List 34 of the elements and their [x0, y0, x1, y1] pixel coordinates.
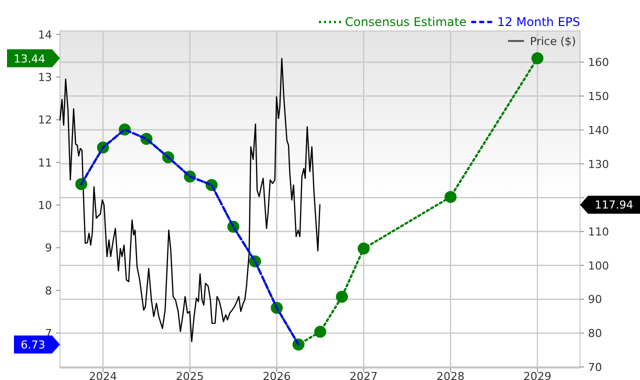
legend-label: Consensus Estimate: [345, 15, 466, 29]
point: [314, 326, 326, 338]
point: [336, 290, 348, 303]
x-tick-label: 2029: [523, 370, 552, 380]
y2-tick-label: 130: [588, 158, 609, 171]
y2-tick-label: 110: [588, 226, 609, 239]
legend-label: 12 Month EPS: [497, 15, 580, 29]
legend-label: Price ($): [530, 35, 576, 48]
y-tick-label: 10: [38, 199, 52, 212]
x-tick-label: 2024: [89, 370, 118, 380]
text: 117.94: [594, 198, 634, 212]
y-tick-label: 9: [45, 242, 52, 255]
y-tick-label: 12: [38, 114, 52, 127]
y2-tick-label: 90: [588, 293, 602, 306]
text: 6.73: [20, 338, 46, 352]
y-tick-label: 14: [38, 28, 52, 42]
point: [444, 190, 457, 203]
y-tick-label: 8: [45, 284, 52, 298]
x-tick-label: 2025: [176, 370, 204, 380]
y2-tick-label: 160: [588, 56, 609, 70]
x-tick-label: 2028: [436, 370, 465, 380]
y2-tick-label: 140: [588, 124, 609, 137]
x-tick-label: 2027: [350, 370, 378, 380]
y2-tick-label: 80: [588, 327, 602, 340]
y-tick-label: 13: [38, 71, 52, 84]
x-tick-label: 2026: [262, 370, 291, 380]
y2-tick-label: 70: [588, 360, 602, 374]
text: 13.44: [14, 52, 46, 66]
y-tick-label: 11: [38, 156, 52, 170]
point: [531, 52, 544, 64]
line-series: [59, 58, 320, 342]
y2-tick-label: 150: [588, 90, 609, 104]
point: [358, 242, 370, 255]
y2-tick-label: 100: [588, 259, 609, 272]
